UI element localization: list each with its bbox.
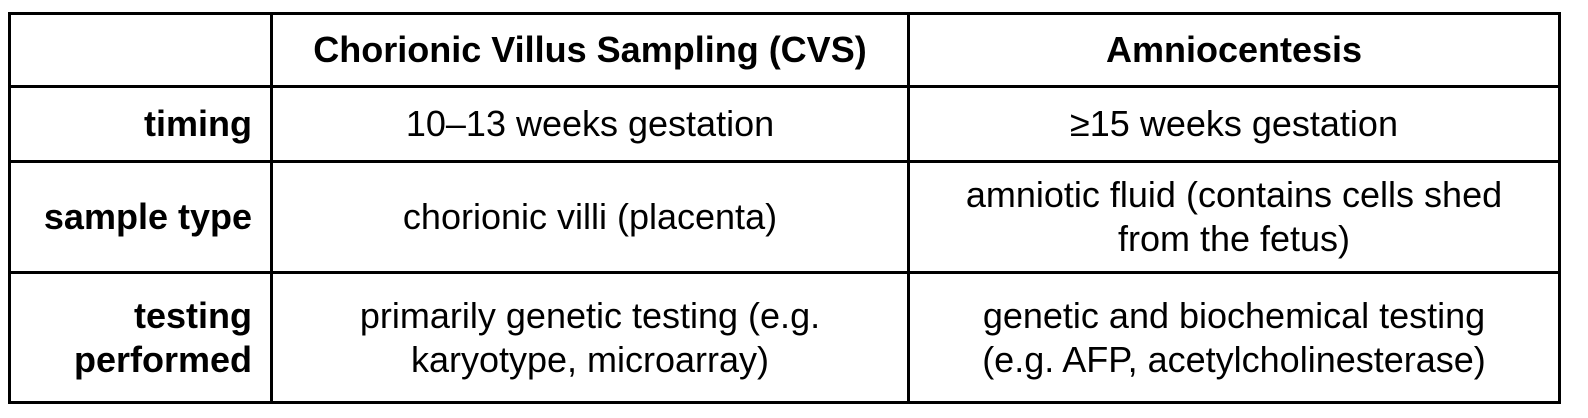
cell-line: karyotype, microarray)	[410, 338, 770, 380]
comparison-table-container: Chorionic Villus Sampling (CVS) Amniocen…	[8, 12, 1561, 404]
row-label-line: performed	[73, 338, 252, 380]
header-amniocentesis: Amniocentesis	[907, 12, 1561, 88]
cell-line: 10–13 weeks gestation	[405, 103, 775, 144]
cell-cvs-sample-type: chorionic villi (placenta)	[270, 160, 910, 274]
cell-line: ≥15 weeks gestation	[1070, 103, 1398, 144]
cell-amnio-timing: ≥15 weeks gestation	[907, 85, 1561, 163]
cell-line: from the fetus)	[1117, 218, 1351, 259]
cell-amnio-sample-type: amniotic fluid (contains cells shed from…	[907, 160, 1561, 274]
cell-line: (e.g. AFP, acetylcholinesterase)	[982, 338, 1486, 380]
row-label-line: sample type	[43, 196, 252, 237]
table-row-sample-type: sample type chorionic villi (placenta) a…	[8, 160, 1561, 274]
row-label-timing: timing	[8, 85, 273, 163]
cell-line: chorionic villi (placenta)	[402, 196, 778, 237]
row-label-sample-type: sample type	[8, 160, 273, 274]
row-label-line: testing	[133, 294, 252, 336]
cell-line: primarily genetic testing (e.g.	[359, 294, 821, 336]
cell-amnio-testing: genetic and biochemical testing (e.g. AF…	[907, 271, 1561, 404]
cell-cvs-testing: primarily genetic testing (e.g. karyotyp…	[270, 271, 910, 404]
cell-line: genetic and biochemical testing	[982, 294, 1486, 336]
cell-line: amniotic fluid (contains cells shed	[965, 174, 1503, 215]
corner-cell	[8, 12, 273, 88]
comparison-table: Chorionic Villus Sampling (CVS) Amniocen…	[8, 12, 1561, 404]
table-row-testing-performed: testing performed primarily genetic test…	[8, 271, 1561, 404]
row-label-line: timing	[144, 103, 252, 144]
row-label-testing-performed: testing performed	[8, 271, 273, 404]
table-header-row: Chorionic Villus Sampling (CVS) Amniocen…	[8, 12, 1561, 88]
header-cvs: Chorionic Villus Sampling (CVS)	[270, 12, 910, 88]
cell-cvs-timing: 10–13 weeks gestation	[270, 85, 910, 163]
table-row-timing: timing 10–13 weeks gestation ≥15 weeks g…	[8, 85, 1561, 163]
